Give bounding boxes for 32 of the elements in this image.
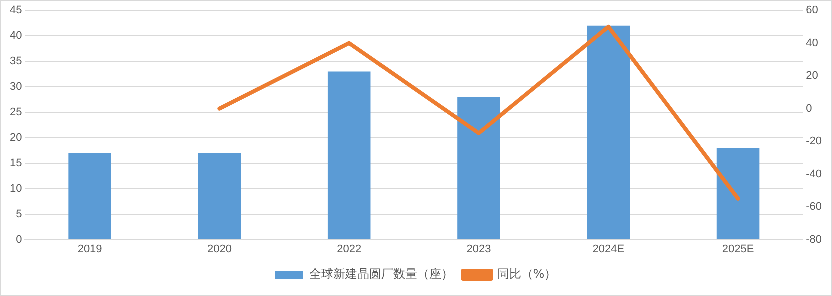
x-tick-label: 2024E — [592, 243, 625, 256]
legend-label: 全球新建晶圆厂数量（座） — [309, 267, 454, 282]
y2-tick-label: 0 — [806, 102, 812, 115]
y-tick-label: 15 — [10, 157, 22, 170]
x-tick-label: 2022 — [337, 243, 362, 256]
y2-tick-label: 40 — [806, 37, 818, 50]
y-tick-label: 20 — [10, 132, 22, 144]
bar — [328, 72, 371, 240]
y-tick-label: 35 — [10, 56, 22, 68]
bar — [68, 153, 112, 240]
y2-tick-label: -20 — [806, 136, 822, 148]
bar — [587, 26, 630, 240]
y-tick-label: 25 — [10, 106, 22, 118]
y2-tick-label: -80 — [806, 234, 822, 246]
y-tick-label: 40 — [10, 30, 22, 42]
x-tick-label: 2025E — [722, 243, 754, 256]
y-tick-label: 5 — [16, 208, 22, 220]
bar — [716, 148, 760, 240]
y-tick-label: 0 — [16, 234, 22, 246]
bar — [458, 97, 500, 240]
y2-tick-label: 60 — [806, 4, 818, 17]
bar — [198, 153, 242, 240]
y-tick-label: 10 — [10, 182, 22, 195]
y-tick-label: 30 — [10, 81, 22, 94]
y2-tick-label: 20 — [806, 70, 818, 82]
legend-label: 同比（%） — [497, 267, 557, 282]
y2-tick-label: -60 — [806, 201, 822, 214]
x-tick-label: 2020 — [207, 243, 232, 256]
y2-tick-label: -40 — [806, 168, 822, 180]
x-tick-label: 2023 — [466, 243, 492, 256]
x-tick-label: 2019 — [78, 243, 102, 256]
y-tick-label: 45 — [10, 4, 22, 17]
